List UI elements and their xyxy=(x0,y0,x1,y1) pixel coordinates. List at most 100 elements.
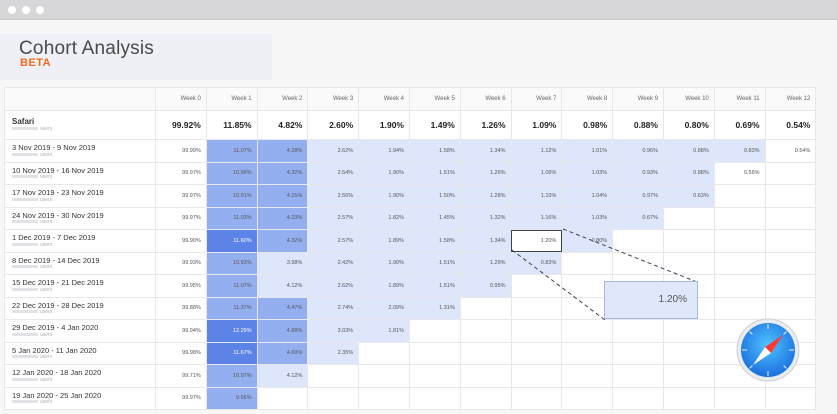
cohort-label-cell: Safari users xyxy=(4,110,156,140)
retention-cell[interactable]: 0.97% xyxy=(612,184,664,208)
retention-cell[interactable]: 99.90% xyxy=(155,229,207,253)
retention-cell[interactable]: 1.90% xyxy=(358,251,410,275)
cohort-row: 15 Dec 2019 - 21 Dec 2019 users 99.95% 11.0… xyxy=(4,274,817,298)
retention-cell[interactable]: 1.28% xyxy=(459,184,512,208)
retention-cell[interactable]: 0.88% xyxy=(662,161,715,185)
users-suffix: users xyxy=(40,196,53,203)
column-header: Week 2 xyxy=(256,87,309,111)
retention-cell[interactable]: 0.54% xyxy=(764,139,817,163)
cohort-label-cell: 19 Jan 2020 - 25 Jan 2020 users xyxy=(4,386,156,410)
redacted-count xyxy=(12,127,38,131)
retention-cell[interactable]: 99.97% xyxy=(155,184,207,208)
retention-cell[interactable]: 4.47% xyxy=(256,296,309,320)
retention-cell[interactable]: 1.26% xyxy=(459,161,512,185)
column-header: Week 12 xyxy=(764,87,817,111)
retention-cell[interactable]: 99.99% xyxy=(155,139,207,163)
retention-cell[interactable]: 1.90% xyxy=(358,161,410,185)
retention-cell[interactable]: 0.83% xyxy=(510,251,563,275)
retention-cell[interactable]: 99.97% xyxy=(155,161,207,185)
retention-cell[interactable]: 4.69% xyxy=(256,341,309,365)
retention-cell[interactable]: 99.97% xyxy=(155,386,207,410)
retention-cell[interactable]: 1.58% xyxy=(408,139,461,163)
retention-cell[interactable]: 1.16% xyxy=(510,206,563,230)
window-close-button[interactable] xyxy=(8,6,16,14)
retention-cell[interactable]: 1.01% xyxy=(561,139,614,163)
retention-cell[interactable]: 1.03% xyxy=(561,161,614,185)
summary-cell[interactable]: 11.85% xyxy=(205,110,258,140)
retention-cell[interactable]: 1.29% xyxy=(459,251,512,275)
retention-cell[interactable]: 0.56% xyxy=(713,161,766,185)
column-header: Week 6 xyxy=(459,87,512,111)
column-header: Week 3 xyxy=(307,87,360,111)
retention-cell[interactable]: 3.03% xyxy=(307,319,360,343)
summary-cell[interactable]: 0.98% xyxy=(561,110,614,140)
column-header: Week 9 xyxy=(612,87,664,111)
retention-cell[interactable]: 11.37% xyxy=(205,296,258,320)
redacted-count xyxy=(12,242,38,246)
retention-cell[interactable]: 12.29% xyxy=(205,319,258,343)
retention-cell[interactable]: 1.51% xyxy=(408,274,461,298)
retention-cell[interactable]: 1.34% xyxy=(459,139,512,163)
retention-cell[interactable]: 1.04% xyxy=(561,184,614,208)
retention-cell[interactable]: 4.15% xyxy=(256,184,309,208)
retention-cell[interactable]: 1.34% xyxy=(459,229,512,253)
cohort-date-range: 17 Nov 2019 - 23 Nov 2019 xyxy=(12,188,104,197)
redacted-count xyxy=(12,220,38,224)
retention-cell[interactable]: 1.31% xyxy=(408,296,461,320)
summary-cell[interactable]: 4.82% xyxy=(256,110,309,140)
retention-cell[interactable]: 0.95% xyxy=(459,274,512,298)
retention-cell[interactable]: 1.50% xyxy=(408,184,461,208)
user-count: users xyxy=(12,377,155,383)
retention-cell[interactable]: 99.93% xyxy=(155,251,207,275)
retention-cell[interactable]: 99.71% xyxy=(155,364,207,388)
retention-cell[interactable]: 1.45% xyxy=(408,206,461,230)
users-suffix: users xyxy=(40,399,53,405)
retention-cell[interactable]: 0.80% xyxy=(561,229,614,253)
retention-cell[interactable]: 99.97% xyxy=(155,206,207,230)
empty-cell xyxy=(764,161,817,185)
retention-cell[interactable]: 0.67% xyxy=(612,206,664,230)
redacted-count xyxy=(12,287,38,291)
retention-cell[interactable]: 4.32% xyxy=(256,161,309,185)
retention-cell[interactable]: 10.91% xyxy=(205,184,258,208)
retention-cell[interactable]: 10.97% xyxy=(205,364,258,388)
retention-cell[interactable]: 2.42% xyxy=(307,251,360,275)
retention-cell[interactable]: 2.09% xyxy=(358,296,410,320)
retention-cell[interactable]: 1.12% xyxy=(510,139,563,163)
summary-cell[interactable]: 0.80% xyxy=(662,110,715,140)
summary-cell[interactable]: 0.69% xyxy=(713,110,766,140)
retention-cell[interactable]: 1.10% xyxy=(510,184,563,208)
retention-cell[interactable]: 1.89% xyxy=(358,274,410,298)
retention-cell[interactable]: 0.83% xyxy=(713,139,766,163)
retention-cell[interactable]: 4.88% xyxy=(256,319,309,343)
summary-cell[interactable]: 1.90% xyxy=(358,110,410,140)
summary-cell[interactable]: 1.26% xyxy=(459,110,512,140)
retention-cell[interactable]: 2.56% xyxy=(307,184,360,208)
user-count: users xyxy=(12,152,155,158)
cohort-row: 10 Nov 2019 - 16 Nov 2019 users 99.97% 10.9… xyxy=(4,161,817,185)
cohort-date-range: 19 Jan 2020 - 25 Jan 2020 xyxy=(12,390,102,400)
users-suffix: users xyxy=(40,309,53,315)
retention-cell[interactable]: 4.28% xyxy=(256,139,309,163)
retention-cell[interactable]: 99.95% xyxy=(155,274,207,298)
summary-cell[interactable]: 0.54% xyxy=(764,110,817,140)
retention-cell[interactable]: 99.94% xyxy=(155,319,207,343)
users-suffix: users xyxy=(40,331,53,338)
retention-cell[interactable]: 11.07% xyxy=(205,139,258,163)
retention-cell[interactable]: 1.58% xyxy=(408,229,461,253)
retention-cell[interactable]: 1.82% xyxy=(358,206,410,230)
retention-cell[interactable]: 0.96% xyxy=(612,139,664,163)
retention-cell[interactable]: 9.96% xyxy=(205,386,258,410)
retention-cell[interactable]: 11.07% xyxy=(205,274,258,298)
retention-cell[interactable]: 4.12% xyxy=(256,364,309,388)
retention-cell[interactable]: 1.89% xyxy=(358,229,410,253)
retention-cell[interactable]: 0.63% xyxy=(662,184,715,208)
retention-cell[interactable]: 4.32% xyxy=(256,229,309,253)
window-zoom-button[interactable] xyxy=(36,6,44,14)
highlighted-cell[interactable]: 1.20% xyxy=(510,229,563,253)
window-minimize-button[interactable] xyxy=(22,6,30,14)
cohort-row: 19 Jan 2020 - 25 Jan 2020 users 99.97% 9.96… xyxy=(4,386,817,410)
retention-cell[interactable]: 2.74% xyxy=(307,296,360,320)
retention-cell[interactable]: 1.32% xyxy=(459,206,512,230)
